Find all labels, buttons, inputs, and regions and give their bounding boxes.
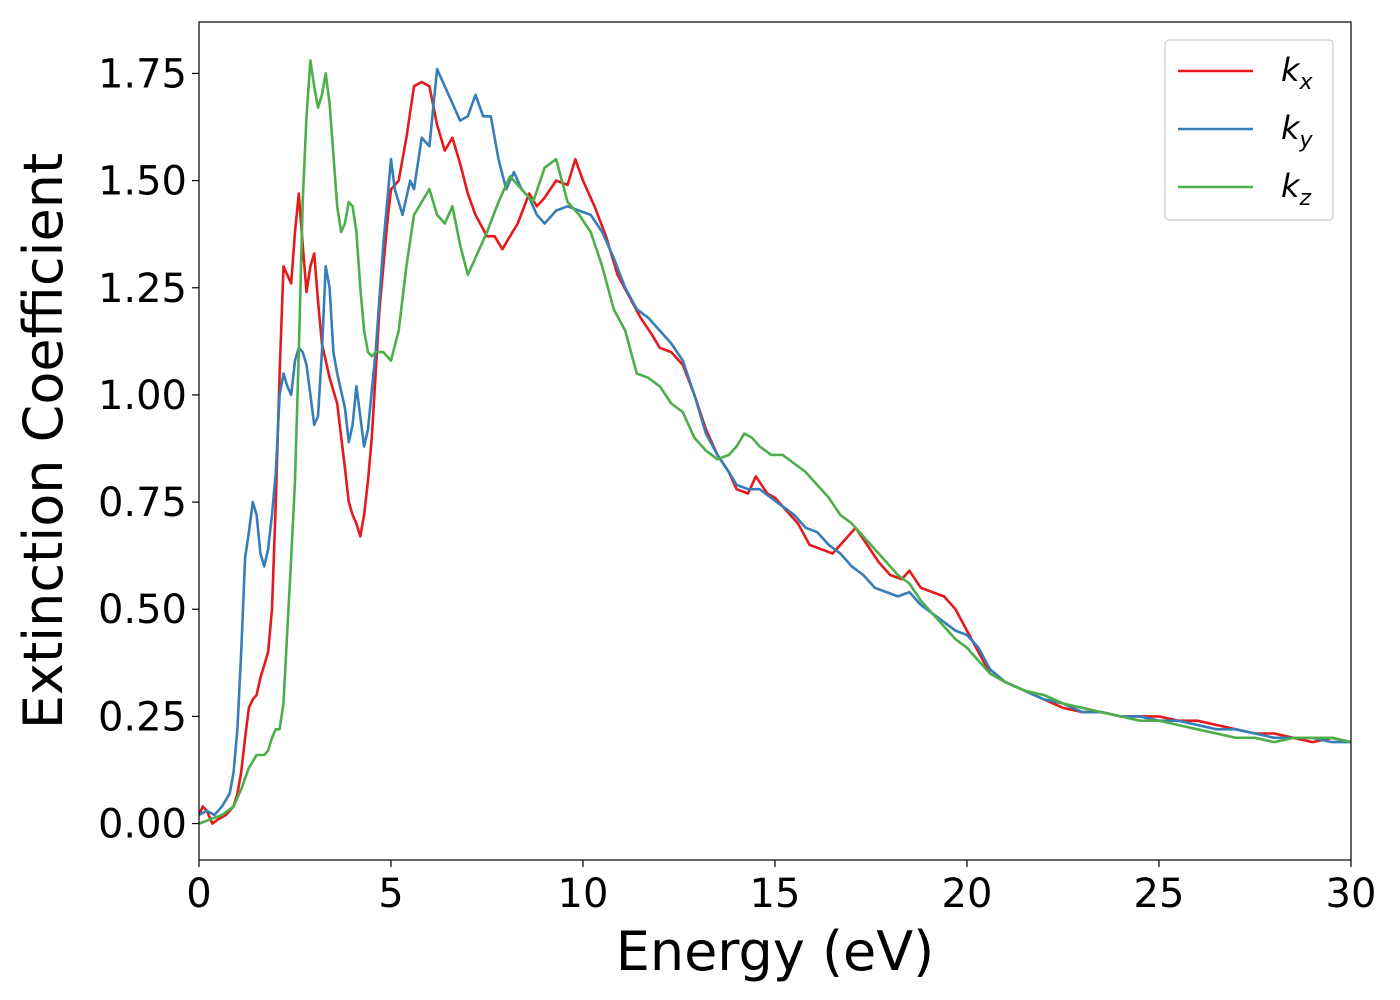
legend-label-subscript: z [1299, 186, 1312, 211]
x-tick-label: 5 [378, 871, 403, 917]
x-tick-label: 25 [1134, 871, 1185, 917]
x-tick-label: 15 [750, 871, 801, 917]
ticks-layer: 0 5 10 15 20 25 30 0.00 0.25 0.50 0.75 1.00 1.25 1.50… [98, 51, 1377, 917]
legend-label-z: kz [1281, 167, 1312, 211]
legend-label-base: k [1281, 109, 1301, 147]
x-tick-label: 20 [942, 871, 993, 917]
y-tick-label: 0.50 [98, 587, 187, 633]
y-tick-label: 1.75 [98, 51, 187, 97]
x-axis-label: Energy (eV) [616, 920, 935, 983]
y-tick-label: 1.50 [98, 159, 187, 205]
legend-label-x: kx [1281, 51, 1314, 95]
x-tick-label: 0 [186, 871, 211, 917]
legend-label-subscript: x [1299, 70, 1314, 95]
y-tick-label: 1.25 [98, 266, 187, 312]
plot-frame [198, 21, 1352, 861]
x-tick-label: 30 [1326, 871, 1377, 917]
y-tick-label: 0.25 [98, 694, 187, 740]
legend-label-base: k [1281, 51, 1301, 89]
series-line-x [199, 80, 1351, 825]
legend-label-base: k [1281, 167, 1301, 205]
series-line-z [199, 59, 1351, 825]
y-tick-label: 1.00 [98, 373, 187, 419]
legend-label-y: ky [1281, 109, 1314, 153]
y-tick-label: 0.75 [98, 480, 187, 526]
x-tick-label: 10 [558, 871, 609, 917]
y-tick-label: 0.00 [98, 802, 187, 848]
series-layer [199, 59, 1351, 825]
legend-label-subscript: y [1299, 128, 1314, 153]
y-axis-label: Extinction Coefficient [12, 153, 75, 729]
